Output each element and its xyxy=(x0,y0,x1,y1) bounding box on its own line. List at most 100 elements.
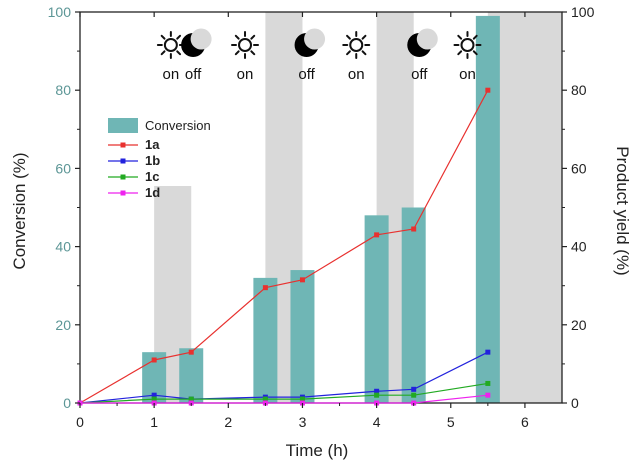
right-y-tick-label-40: 40 xyxy=(571,239,587,255)
left-y-tick-label-60: 60 xyxy=(55,160,71,176)
series-point-1a xyxy=(151,357,157,363)
sun-ray xyxy=(361,34,367,40)
legend-marker-1b xyxy=(120,158,126,164)
sun-ray xyxy=(472,50,478,56)
series-point-1a xyxy=(262,285,268,291)
moon-icon xyxy=(294,28,326,57)
left-y-tick-label-80: 80 xyxy=(55,82,71,98)
phase-label-1: on xyxy=(163,66,180,83)
phase-label-4: off xyxy=(298,66,315,83)
series-point-1d xyxy=(485,392,491,398)
x-tick-label-3: 3 xyxy=(299,414,307,430)
series-point-1c xyxy=(151,396,157,402)
sun-ray xyxy=(472,34,478,40)
sun-ray xyxy=(160,34,166,40)
sun-ray xyxy=(234,50,240,56)
sun-ray xyxy=(250,50,256,56)
x-tick-label-0: 0 xyxy=(76,414,84,430)
moon-cutout xyxy=(416,28,438,50)
phase-label-2: off xyxy=(185,66,202,83)
series-point-1a xyxy=(374,232,380,238)
sun-icon xyxy=(156,31,185,59)
series-point-1c xyxy=(188,396,194,402)
phase-label-7: on xyxy=(459,66,476,83)
right-y-tick-label-100: 100 xyxy=(571,4,595,20)
series-point-1c xyxy=(411,392,417,398)
sun-core xyxy=(238,38,253,52)
sun-ray xyxy=(457,50,463,56)
series-point-1c xyxy=(262,396,268,402)
conversion-bar-7 xyxy=(475,15,500,403)
legend-marker-1c xyxy=(120,174,126,180)
conversion-bar-4 xyxy=(290,270,315,403)
series-point-1a xyxy=(299,277,305,283)
legend-marker-1a xyxy=(120,142,126,148)
left-y-tick-label-0: 0 xyxy=(63,395,71,411)
moon-icon xyxy=(407,28,438,57)
conversion-bar-3 xyxy=(253,277,278,403)
sun-ray xyxy=(457,34,463,40)
x-tick-label-1: 1 xyxy=(150,414,158,430)
conversion-bar-6 xyxy=(401,207,426,403)
series-point-1b xyxy=(374,388,380,394)
series-point-1b xyxy=(151,392,157,398)
phase-label-5: on xyxy=(348,66,365,83)
legend-swatch-conversion xyxy=(108,118,138,133)
right-y-tick-label-0: 0 xyxy=(571,395,579,411)
left-y-tick-label-20: 20 xyxy=(55,317,71,333)
series-point-1c xyxy=(374,392,380,398)
light-phases: on off on off on off on xyxy=(156,28,482,83)
legend-label-1a: 1a xyxy=(145,137,160,152)
dark-band-4 xyxy=(487,12,562,403)
right-y-tick-label-60: 60 xyxy=(571,160,587,176)
series-line-1b xyxy=(79,351,489,404)
phase-label-3: on xyxy=(237,66,254,83)
sun-ray xyxy=(160,50,166,56)
sun-core xyxy=(349,38,364,52)
left-y-tick-label-100: 100 xyxy=(48,4,72,20)
phase-label-6: off xyxy=(411,66,428,83)
series-point-1a xyxy=(411,226,417,232)
sun-core xyxy=(460,38,475,52)
legend-label-conversion: Conversion xyxy=(145,118,211,133)
series-point-1b xyxy=(485,349,491,355)
x-tick-label-6: 6 xyxy=(521,414,529,430)
sun-ray xyxy=(250,34,256,40)
left-y-tick-label-40: 40 xyxy=(55,239,71,255)
sun-core xyxy=(163,38,178,52)
legend-label-1d: 1d xyxy=(145,185,160,200)
sun-ray xyxy=(234,34,240,40)
series-point-1a xyxy=(485,87,491,93)
right-y-tick-label-80: 80 xyxy=(571,82,587,98)
sun-icon xyxy=(231,31,260,59)
right-y-axis-title: Product yield (%) xyxy=(613,146,632,275)
series-point-1b xyxy=(411,386,417,392)
series-line-1a xyxy=(79,89,489,404)
sun-ray xyxy=(176,50,182,56)
left-y-axis-title: Conversion (%) xyxy=(10,152,29,269)
x-axis-title: Time (h) xyxy=(286,441,349,460)
right-y-tick-label-20: 20 xyxy=(571,317,587,333)
series-point-1c xyxy=(299,396,305,402)
sun-ray xyxy=(361,50,367,56)
x-tick-label-4: 4 xyxy=(373,414,381,430)
conversion-bar-5 xyxy=(364,215,389,403)
sun-ray xyxy=(176,34,182,40)
series-point-1c xyxy=(485,380,491,386)
moon-cutout xyxy=(190,28,212,50)
sun-ray xyxy=(346,34,351,40)
conversion-bar-2 xyxy=(179,348,204,403)
legend-label-1b: 1b xyxy=(145,153,160,168)
x-tick-label-2: 2 xyxy=(224,414,232,430)
moon-icon xyxy=(181,28,212,57)
moon-cutout xyxy=(304,28,326,50)
series-line-1d xyxy=(80,394,488,404)
legend-marker-1d xyxy=(120,190,126,196)
legend-label-1c: 1c xyxy=(145,169,159,184)
sun-icon xyxy=(453,31,482,59)
series-point-1a xyxy=(188,349,194,355)
series-line-1c xyxy=(79,382,488,404)
